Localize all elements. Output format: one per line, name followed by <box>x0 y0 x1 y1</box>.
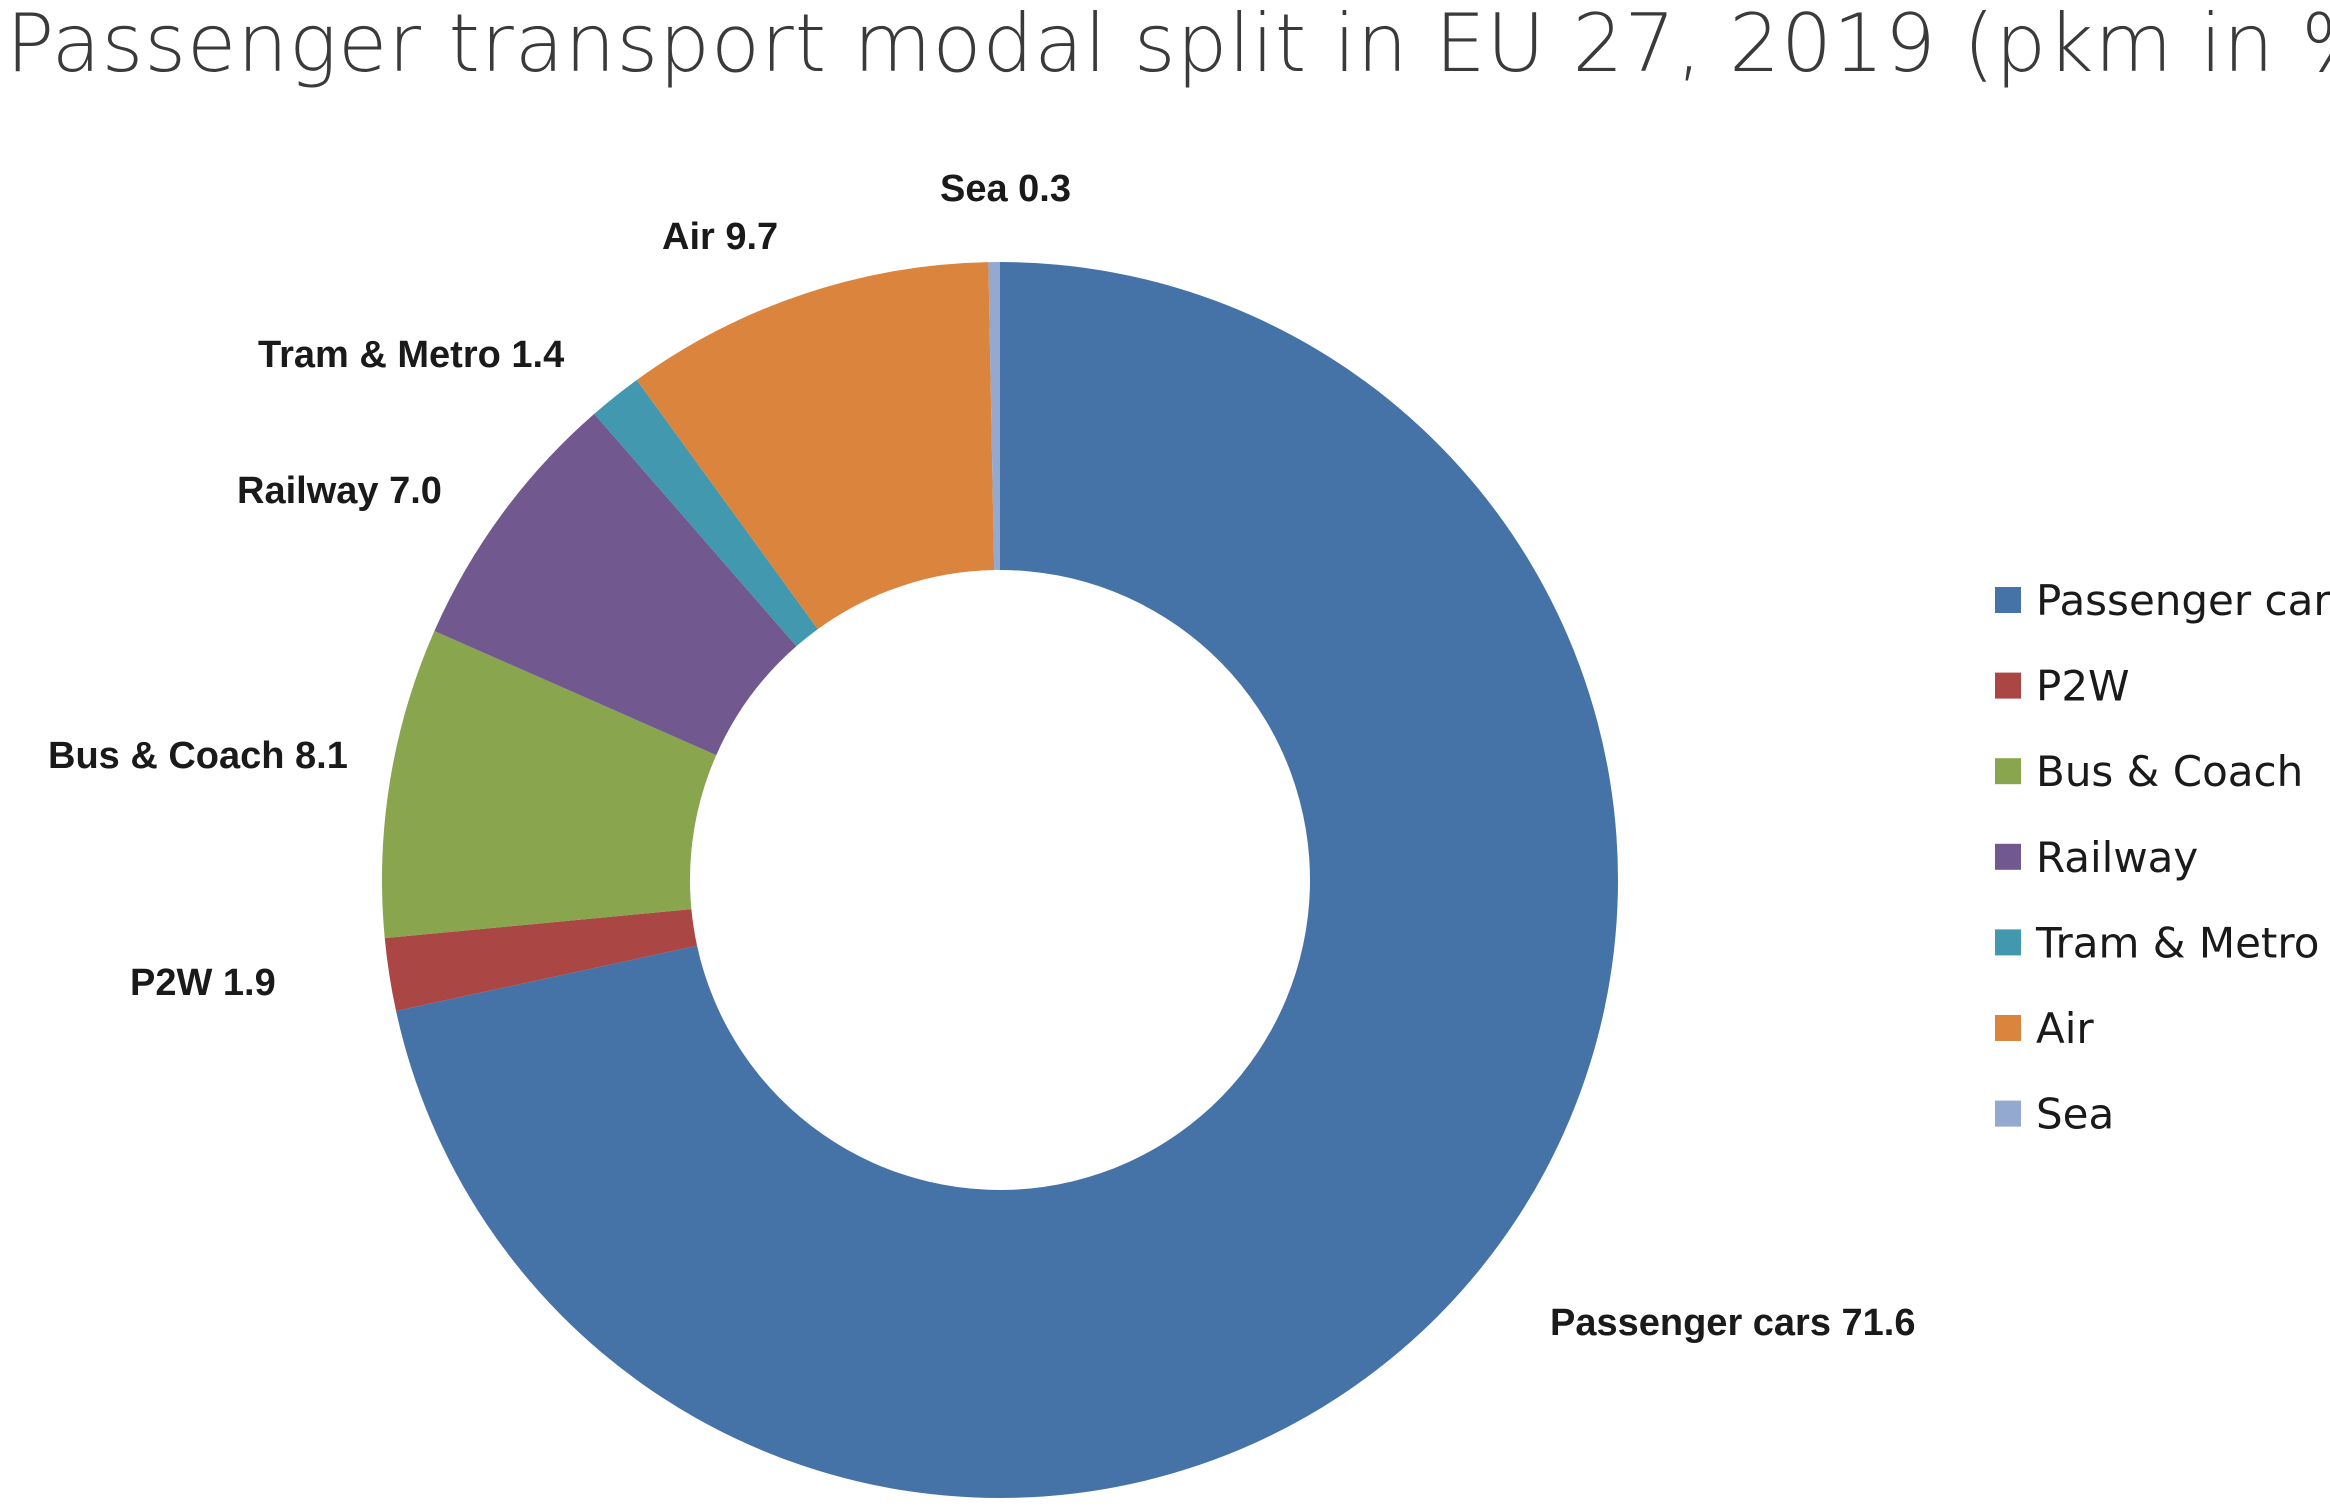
slice-labels: Passenger cars 71.6 P2W 1.9 Bus & Coach 8.… <box>48 168 1916 1344</box>
legend-label: P2W <box>2036 662 2130 711</box>
legend-swatch <box>1995 587 2021 613</box>
slices <box>382 262 1618 1499</box>
legend: Passenger cars P2W Bus & Coach Railway Tram … <box>1995 576 2330 1139</box>
legend-item-tram-and-metro: Tram & Metro <box>1995 918 2319 967</box>
slice-p2w <box>384 909 698 1012</box>
legend-label: Sea <box>2036 1090 2114 1139</box>
legend-item-p2w: P2W <box>1995 662 2130 711</box>
data-label-bus-and-coach: Bus & Coach 8.1 <box>48 735 348 777</box>
slice-railway <box>434 413 797 756</box>
data-label-railway: Railway 7.0 <box>237 470 442 512</box>
legend-item-bus-and-coach: Bus & Coach <box>1995 747 2303 796</box>
legend-label: Passenger cars <box>2036 576 2330 625</box>
legend-swatch <box>1995 929 2021 956</box>
legend-swatch <box>1995 1015 2021 1041</box>
data-label-air: Air 9.7 <box>662 216 778 258</box>
legend-item-railway: Railway <box>1995 833 2198 882</box>
data-label-passenger-cars: Passenger cars 71.6 <box>1550 1302 1916 1344</box>
chart-title: Passenger transport modal split in EU 27… <box>6 0 2330 90</box>
slice-bus-and-coach <box>382 631 717 939</box>
slice-passenger-cars <box>396 262 1618 1499</box>
data-label-tram-and-metro: Tram & Metro 1.4 <box>258 334 564 376</box>
legend-item-sea: Sea <box>1995 1090 2114 1139</box>
data-label-p2w: P2W 1.9 <box>130 962 276 1004</box>
legend-swatch <box>1995 672 2021 699</box>
legend-label: Tram & Metro <box>2035 918 2319 967</box>
legend-swatch <box>1995 843 2021 870</box>
legend-item-passenger-cars: Passenger cars <box>1995 576 2330 625</box>
legend-swatch <box>1995 758 2021 785</box>
data-label-sea: Sea 0.3 <box>940 168 1071 210</box>
legend-item-air: Air <box>1995 1004 2094 1053</box>
legend-label: Air <box>2036 1004 2094 1053</box>
slice-tram-and-metro <box>594 380 818 647</box>
slice-air <box>636 262 995 630</box>
legend-label: Bus & Coach <box>2036 747 2303 796</box>
legend-swatch <box>1995 1100 2021 1127</box>
slice-sea <box>988 262 1000 571</box>
legend-label: Railway <box>2036 833 2198 882</box>
